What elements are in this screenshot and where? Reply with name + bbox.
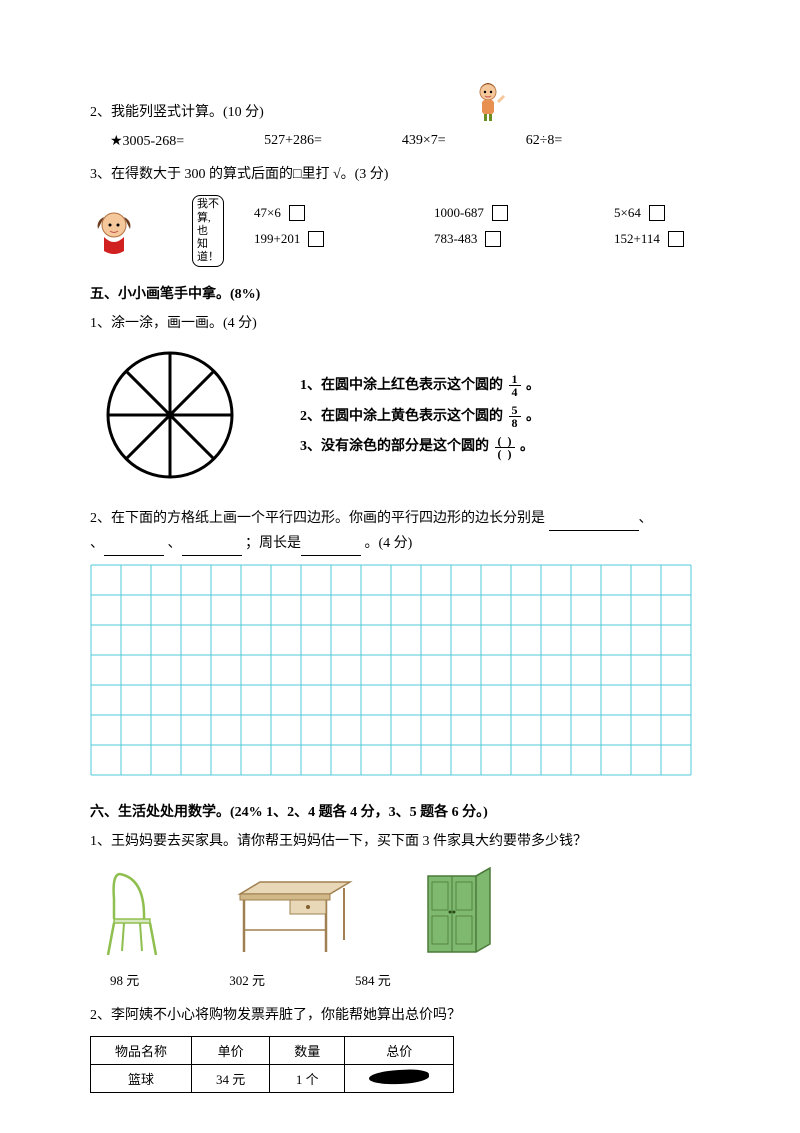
q2-item: 527+286= [264, 133, 322, 150]
q3-expr: 47×6 [254, 205, 281, 221]
table-header: 数量 [270, 1037, 345, 1065]
speech-bubble: 我不算,也 知道！ [192, 195, 224, 267]
q3-expr: 1000-687 [434, 205, 484, 221]
table-cell-smudge [345, 1065, 454, 1093]
table-cell: 34 元 [192, 1065, 270, 1093]
q2-item: ★3005-268= [110, 133, 184, 150]
checkbox[interactable] [649, 205, 665, 221]
pie-circle-icon [90, 345, 250, 490]
checkbox[interactable] [289, 205, 305, 221]
q3-grid: 47×6 1000-687 5×64 199+201 783-483 152+1… [254, 205, 754, 257]
table-header: 物品名称 [91, 1037, 192, 1065]
blank[interactable] [104, 541, 164, 556]
price-row: 98 元 302 元 584 元 [110, 970, 710, 989]
q3-expr: 783-483 [434, 231, 477, 247]
section6-heading: 六、生活处处用数学。(24% 1、2、4 题各 4 分，3、5 题各 6 分。) [90, 801, 710, 821]
table-header: 总价 [345, 1037, 454, 1065]
s5q2-text: 2、在下面的方格纸上画一个平行四边形。你画的平行四边形的边长分别是 、 、 、 … [90, 506, 710, 556]
blank[interactable] [301, 541, 361, 556]
s6q2-title: 2、李阿姨不小心将购物发票弄脏了，你能帮她算出总价吗？ [90, 1003, 710, 1028]
circle-instructions: 1、在圆中涂上红色表示这个圆的 14 。 2、在圆中涂上黄色表示这个圆的 58 … [300, 371, 540, 463]
wardrobe-icon [420, 864, 500, 964]
s6q1-title: 1、王妈妈要去买家具。请你帮王妈妈估一下，买下面 3 件家具大约要带多少钱？ [90, 829, 710, 854]
q2-title: 2、我能列竖式计算。(10 分) [90, 100, 710, 125]
q3-expr: 5×64 [614, 205, 641, 221]
desk-icon [230, 874, 360, 964]
cartoon-girl-bubble-icon [90, 199, 200, 264]
chair-icon [100, 869, 170, 964]
q3-title: 3、在得数大于 300 的算式后面的□里打 √。(3 分) [90, 162, 710, 187]
q2-items: ★3005-268= 527+286= 439×7= 62÷8= [110, 133, 710, 150]
cartoon-girl-icon [470, 80, 510, 127]
blank[interactable] [182, 541, 242, 556]
q3-expr: 199+201 [254, 231, 300, 247]
section5-heading: 五、小小画笔手中拿。(8%) [90, 283, 710, 303]
price: 302 元 [229, 970, 265, 989]
price: 584 元 [355, 970, 391, 989]
receipt-table: 物品名称 单价 数量 总价 篮球 34 元 1 个 [90, 1036, 454, 1093]
table-cell: 1 个 [270, 1065, 345, 1093]
checkbox[interactable] [492, 205, 508, 221]
smudge-icon [369, 1068, 430, 1085]
q2-item: 62÷8= [526, 133, 563, 150]
table-cell: 篮球 [91, 1065, 192, 1093]
table-header: 单价 [192, 1037, 270, 1065]
checkbox[interactable] [308, 231, 324, 247]
checkbox[interactable] [668, 231, 684, 247]
s5q1-title: 1、涂一涂，画一画。(4 分) [90, 311, 710, 336]
q3-expr: 152+114 [614, 231, 660, 247]
q2-item: 439×7= [402, 133, 446, 150]
grid-paper[interactable] [90, 564, 710, 781]
checkbox[interactable] [485, 231, 501, 247]
price: 98 元 [110, 970, 139, 989]
blank[interactable] [549, 516, 639, 531]
